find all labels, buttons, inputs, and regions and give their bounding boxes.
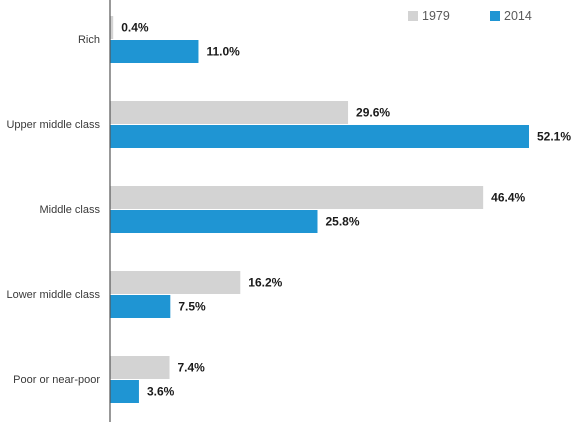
bars-group bbox=[110, 16, 529, 403]
bar-2014-3 bbox=[110, 295, 171, 318]
category-label-3: Lower middle class bbox=[6, 289, 100, 301]
bar-2014-4 bbox=[110, 380, 139, 403]
value-label-1979-0: 0.4% bbox=[121, 21, 149, 35]
legend-label-2014: 2014 bbox=[504, 9, 532, 23]
category-label-1: Upper middle class bbox=[6, 119, 100, 131]
value-label-1979-2: 46.4% bbox=[491, 191, 525, 205]
value-label-1979-1: 29.6% bbox=[356, 106, 390, 120]
category-label-4: Poor or near-poor bbox=[13, 374, 100, 386]
value-label-2014-1: 52.1% bbox=[537, 130, 571, 144]
legend-swatch-2014 bbox=[490, 11, 500, 21]
bar-2014-0 bbox=[110, 40, 199, 63]
bar-1979-1 bbox=[110, 101, 349, 124]
bar-1979-0 bbox=[110, 16, 114, 39]
category-label-2: Middle class bbox=[39, 204, 100, 216]
bar-2014-2 bbox=[110, 210, 318, 233]
bar-1979-4 bbox=[110, 356, 170, 379]
bar-1979-2 bbox=[110, 186, 484, 209]
value-label-2014-0: 11.0% bbox=[206, 45, 240, 59]
legend-label-1979: 1979 bbox=[422, 9, 450, 23]
value-label-1979-3: 16.2% bbox=[248, 276, 282, 290]
value-label-2014-4: 3.6% bbox=[147, 385, 175, 399]
category-labels: Rich Upper middle class Middle class Lower … bbox=[6, 34, 100, 386]
value-labels: 0.4% 11.0% 29.6% 52.1% 46.4% 25.8% 16.2% 7.5% 7.… bbox=[121, 21, 571, 399]
category-label-0: Rich bbox=[78, 34, 100, 46]
value-label-2014-3: 7.5% bbox=[178, 300, 206, 314]
bar-1979-3 bbox=[110, 271, 241, 294]
bar-2014-1 bbox=[110, 125, 529, 148]
legend: 1979 2014 bbox=[408, 9, 532, 23]
value-label-2014-2: 25.8% bbox=[325, 215, 359, 229]
value-label-1979-4: 7.4% bbox=[178, 361, 206, 375]
legend-swatch-1979 bbox=[408, 11, 418, 21]
